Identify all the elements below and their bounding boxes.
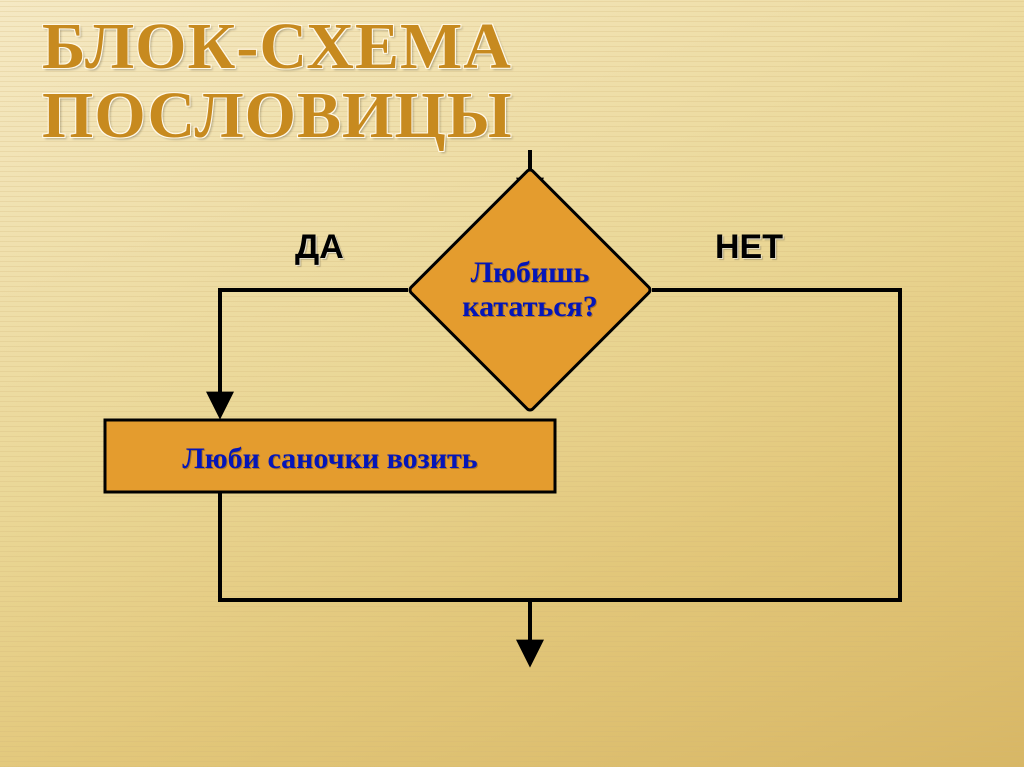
decision-node: Любишь кататься? <box>408 168 651 411</box>
connector-yes <box>220 290 408 414</box>
process-node: Люби саночки возить <box>105 420 555 492</box>
yes-label: ДА <box>295 228 344 266</box>
process-text: Люби саночки возить <box>182 442 477 475</box>
no-label: НЕТ <box>715 228 783 266</box>
flowchart: Любишь кататься? ДА НЕТ Люби саночки воз… <box>0 0 1024 767</box>
decision-text-2: кататься? <box>462 290 598 323</box>
connector-yes-down <box>220 492 530 600</box>
decision-text-1: Любишь <box>471 256 590 289</box>
slide-background: БЛОК-СХЕМА ПОСЛОВИЦЫ Любишь кататься? ДА… <box>0 0 1024 767</box>
